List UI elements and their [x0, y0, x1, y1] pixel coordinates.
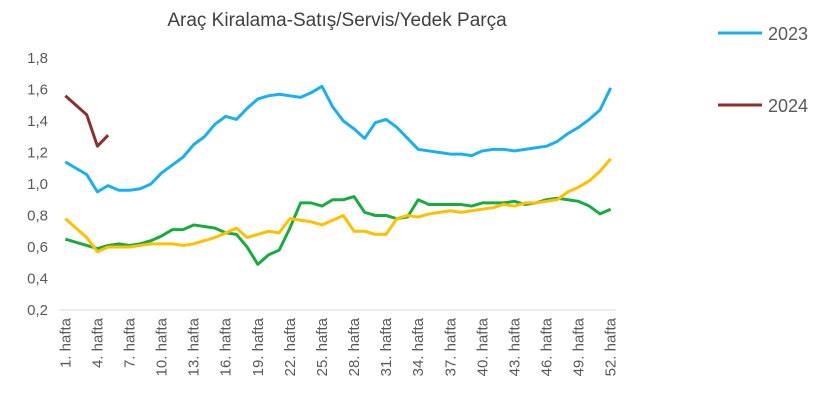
- y-tick-label: 1,0: [27, 176, 48, 193]
- x-tick-label: 13. hafta: [186, 317, 203, 376]
- line-series: [64, 94, 110, 148]
- x-tick-label: 52. hafta: [603, 317, 620, 376]
- x-tick-label: 40. hafta: [474, 317, 491, 376]
- x-tick-label: 49. hafta: [571, 317, 588, 376]
- x-tick-label: 4. hafta: [89, 317, 106, 368]
- y-tick-label: 0,8: [27, 208, 48, 225]
- x-tick-label: 34. hafta: [410, 317, 427, 376]
- line-series: [64, 157, 612, 254]
- x-tick-label: 46. hafta: [539, 317, 556, 376]
- line-series: [64, 84, 613, 194]
- x-tick-label: 28. hafta: [346, 317, 363, 376]
- x-tick-label: 16. hafta: [218, 317, 235, 376]
- x-tick-label: 31. hafta: [378, 317, 395, 376]
- legend-label: 2024: [768, 96, 808, 116]
- line-series: [64, 195, 612, 266]
- x-tick-label: 10. hafta: [154, 317, 171, 376]
- y-tick-label: 1,8: [27, 50, 48, 67]
- x-tick-label: 1. hafta: [57, 317, 74, 368]
- y-tick-label: 0,4: [27, 271, 48, 288]
- y-tick-label: 1,4: [27, 113, 48, 130]
- y-tick-label: 1,2: [27, 145, 48, 162]
- y-tick-label: 0,2: [27, 302, 48, 319]
- y-tick-label: 0,6: [27, 239, 48, 256]
- legend-label: 2023: [768, 24, 808, 44]
- x-tick-label: 37. hafta: [442, 317, 459, 376]
- chart-title: Araç Kiralama-Satış/Servis/Yedek Parça: [167, 10, 507, 31]
- x-tick-label: 22. hafta: [282, 317, 299, 376]
- x-tick-label: 7. hafta: [122, 317, 139, 368]
- x-tick-label: 19. hafta: [250, 317, 267, 376]
- x-tick-label: 25. hafta: [314, 317, 331, 376]
- y-tick-label: 1,6: [27, 82, 48, 99]
- x-tick-label: 43. hafta: [506, 317, 523, 376]
